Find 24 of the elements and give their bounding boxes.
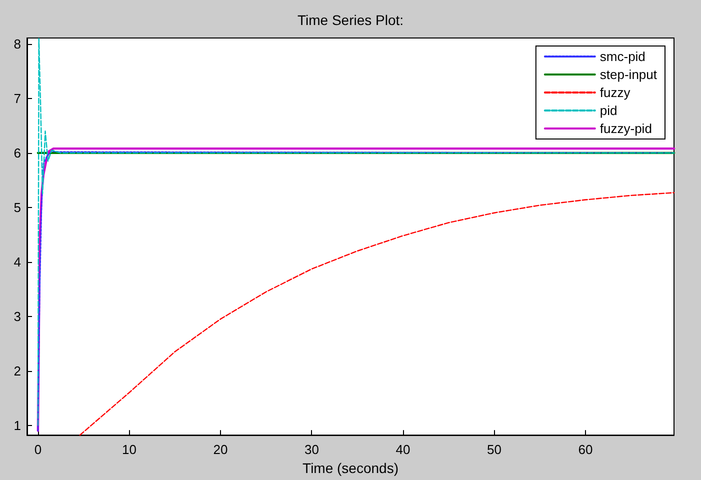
x-tick-label: 20 <box>213 442 228 458</box>
y-tick-label: 3 <box>14 308 21 324</box>
x-tick-label: 60 <box>578 442 593 458</box>
y-tick-label: 4 <box>14 254 21 270</box>
legend-label: step-input <box>600 67 658 82</box>
line-series <box>37 38 675 426</box>
x-tick-label: 40 <box>396 442 410 458</box>
y-tick-label: 8 <box>14 36 21 52</box>
x-tick-label: 10 <box>122 442 136 458</box>
y-tick-label: 1 <box>14 418 21 433</box>
x-axis-title: Time (seconds) <box>302 460 398 476</box>
x-tick-label: 50 <box>486 442 502 458</box>
y-tick-label: 7 <box>14 90 21 106</box>
legend-label: pid <box>600 103 618 118</box>
y-tick-label: 6 <box>14 145 21 160</box>
legend-label: fuzzy <box>600 85 631 100</box>
y-tick-label: 2 <box>14 363 21 378</box>
line-series <box>79 192 675 436</box>
legend-label: fuzzy-pid <box>600 121 652 136</box>
legend-label: smc-pid <box>600 49 646 64</box>
x-tick-label: 0 <box>34 442 42 458</box>
y-tick-label: 5 <box>14 200 21 215</box>
x-tick-label: 30 <box>304 442 319 458</box>
chart-title: Time Series Plot: <box>297 12 404 28</box>
